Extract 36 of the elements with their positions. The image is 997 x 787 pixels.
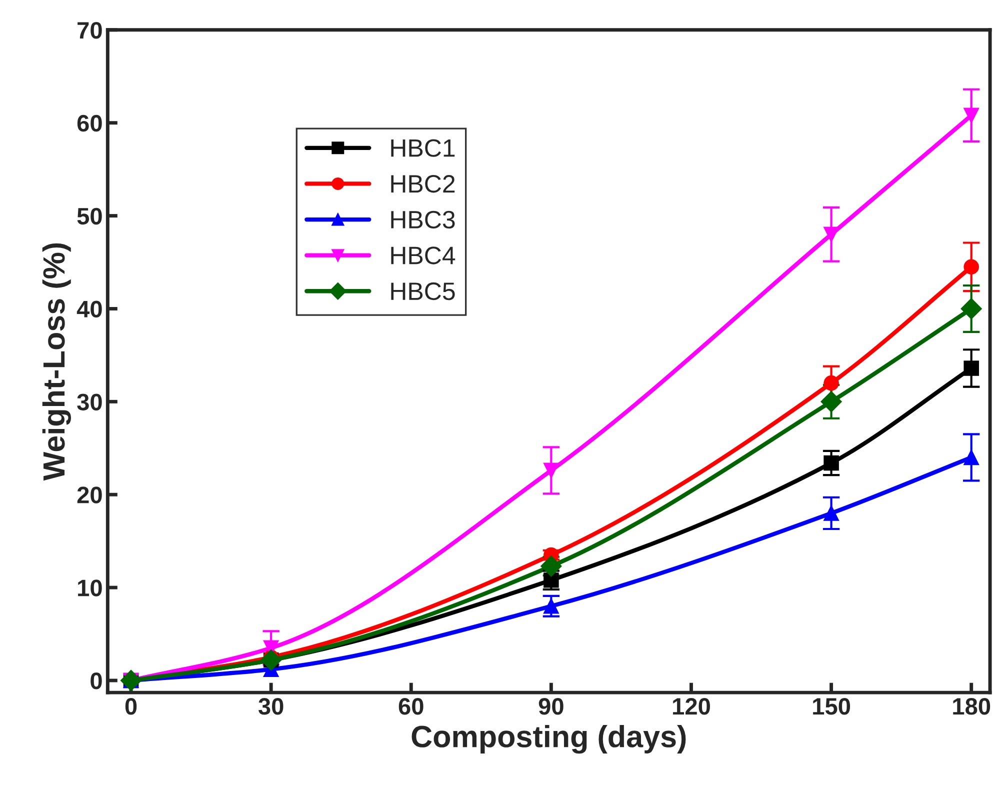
- y-tick-label: 40: [76, 300, 102, 318]
- point: [824, 226, 839, 242]
- y-tick-label: 0: [90, 672, 102, 690]
- point: [120, 670, 142, 691]
- point: [964, 450, 979, 466]
- x-tick-label: 90: [538, 698, 564, 715]
- x-axis-title: Composting (days): [412, 724, 686, 754]
- point: [824, 375, 839, 391]
- y-tick-label: 20: [77, 486, 102, 504]
- point: [544, 462, 559, 478]
- point: [260, 650, 282, 671]
- legend-label: HBC1: [391, 139, 455, 157]
- point: [544, 598, 559, 614]
- legend-label: HBC3: [391, 210, 455, 229]
- y-tick-label: 60: [77, 114, 102, 132]
- x-tick-label: 0: [125, 698, 137, 715]
- point: [964, 108, 979, 124]
- y-axis-title: Weight-Loss (%): [42, 243, 71, 481]
- y-tick-label: 70: [78, 22, 102, 39]
- y-tick-label: 10: [78, 580, 102, 596]
- point: [820, 391, 842, 412]
- x-tick-label: 120: [673, 698, 710, 715]
- legend-label: HBC4: [391, 246, 456, 264]
- point: [960, 298, 982, 320]
- point: [964, 360, 979, 376]
- point: [964, 259, 979, 275]
- legend-label: HBC5: [391, 282, 455, 300]
- x-tick-label: 150: [813, 698, 850, 715]
- y-tick-label: 50: [77, 208, 102, 225]
- y-tick-label: 30: [77, 394, 102, 410]
- x-tick-label: 30: [258, 698, 284, 715]
- point: [824, 506, 839, 521]
- point: [824, 455, 839, 471]
- x-tick-label: 180: [953, 698, 990, 715]
- legend-label: HBC2: [391, 175, 455, 193]
- x-tick-label: 60: [398, 698, 424, 715]
